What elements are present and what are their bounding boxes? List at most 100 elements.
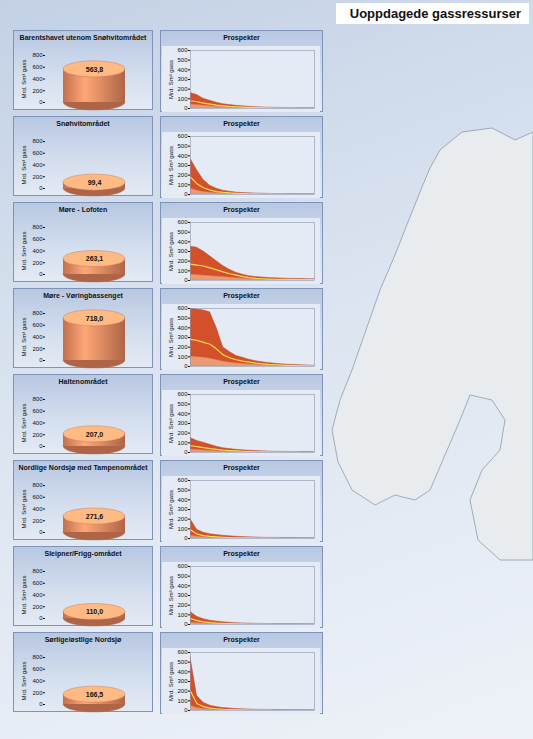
svg-text:400: 400 [32, 334, 43, 340]
svg-text:0: 0 [184, 105, 188, 111]
svg-text:Mrd. Sm³ gass: Mrd. Sm³ gass [168, 232, 174, 271]
svg-text:200: 200 [177, 344, 188, 350]
svg-text:100: 100 [177, 96, 188, 102]
svg-text:Mrd. Sm³ gass: Mrd. Sm³ gass [21, 231, 27, 270]
svg-text:0: 0 [39, 443, 43, 449]
svg-text:400: 400 [177, 153, 188, 159]
svg-text:600: 600 [32, 580, 43, 586]
svg-text:800: 800 [32, 52, 43, 58]
svg-text:0: 0 [39, 99, 43, 105]
svg-text:Mrd. Sm³ gass: Mrd. Sm³ gass [168, 662, 174, 701]
svg-text:600: 600 [32, 64, 43, 70]
svg-text:Mrd. Sm³ gass: Mrd. Sm³ gass [168, 576, 174, 615]
svg-text:400: 400 [32, 506, 43, 512]
svg-text:0: 0 [39, 357, 43, 363]
svg-text:200: 200 [177, 258, 188, 264]
svg-text:500: 500 [177, 487, 188, 493]
svg-text:Mrd. Sm³ gass: Mrd. Sm³ gass [21, 403, 27, 442]
svg-text:400: 400 [32, 592, 43, 598]
svg-text:200: 200 [177, 172, 188, 178]
svg-text:600: 600 [177, 133, 188, 139]
svg-text:Mrd. Sm³ gass: Mrd. Sm³ gass [168, 404, 174, 443]
svg-text:207,0: 207,0 [86, 431, 104, 439]
svg-text:200: 200 [32, 518, 43, 524]
svg-text:600: 600 [177, 305, 188, 311]
svg-text:300: 300 [177, 506, 188, 512]
svg-text:500: 500 [177, 57, 188, 63]
svg-text:400: 400 [32, 248, 43, 254]
svg-text:600: 600 [177, 649, 188, 655]
svg-text:600: 600 [32, 236, 43, 242]
svg-text:263,1: 263,1 [86, 255, 104, 263]
svg-text:600: 600 [32, 150, 43, 156]
svg-text:800: 800 [32, 568, 43, 574]
svg-text:0: 0 [184, 535, 188, 541]
svg-text:Mrd. Sm³ gass: Mrd. Sm³ gass [21, 489, 27, 528]
svg-text:Mrd. Sm³ gass: Mrd. Sm³ gass [168, 318, 174, 357]
svg-text:271,6: 271,6 [86, 513, 104, 521]
svg-text:0: 0 [39, 271, 43, 277]
svg-text:200: 200 [32, 260, 43, 266]
svg-text:Mrd. Sm³ gass: Mrd. Sm³ gass [168, 490, 174, 529]
svg-text:0: 0 [184, 621, 188, 627]
svg-text:100: 100 [177, 698, 188, 704]
svg-text:200: 200 [177, 688, 188, 694]
svg-text:Mrd. Sm³ gass: Mrd. Sm³ gass [21, 661, 27, 700]
svg-text:200: 200 [32, 346, 43, 352]
svg-text:100: 100 [177, 612, 188, 618]
svg-text:0: 0 [184, 363, 188, 369]
svg-text:166,5: 166,5 [86, 691, 104, 699]
svg-text:400: 400 [177, 497, 188, 503]
svg-text:400: 400 [177, 239, 188, 245]
svg-text:100: 100 [177, 182, 188, 188]
svg-text:Mrd. Sm³ gass: Mrd. Sm³ gass [168, 146, 174, 185]
svg-text:800: 800 [32, 138, 43, 144]
svg-text:563,8: 563,8 [86, 66, 104, 74]
svg-text:400: 400 [177, 325, 188, 331]
svg-text:800: 800 [32, 654, 43, 660]
svg-text:400: 400 [177, 669, 188, 675]
svg-text:200: 200 [177, 602, 188, 608]
svg-text:Mrd. Sm³ gass: Mrd. Sm³ gass [21, 59, 27, 98]
svg-text:500: 500 [177, 229, 188, 235]
svg-text:Mrd. Sm³ gass: Mrd. Sm³ gass [21, 145, 27, 184]
svg-text:400: 400 [177, 583, 188, 589]
svg-text:400: 400 [177, 67, 188, 73]
svg-text:0: 0 [39, 185, 43, 191]
svg-text:400: 400 [177, 411, 188, 417]
svg-text:100: 100 [177, 268, 188, 274]
svg-text:800: 800 [32, 396, 43, 402]
svg-text:200: 200 [177, 516, 188, 522]
svg-text:500: 500 [177, 573, 188, 579]
svg-text:200: 200 [32, 690, 43, 696]
svg-text:100: 100 [177, 354, 188, 360]
svg-text:200: 200 [177, 430, 188, 436]
svg-text:600: 600 [32, 408, 43, 414]
svg-text:0: 0 [39, 701, 43, 707]
svg-text:200: 200 [32, 432, 43, 438]
svg-text:300: 300 [177, 592, 188, 598]
svg-text:100: 100 [177, 440, 188, 446]
svg-text:500: 500 [177, 401, 188, 407]
svg-text:Mrd. Sm³ gass: Mrd. Sm³ gass [21, 575, 27, 614]
svg-text:0: 0 [184, 449, 188, 455]
svg-text:0: 0 [184, 277, 188, 283]
svg-text:Mrd. Sm³ gass: Mrd. Sm³ gass [168, 60, 174, 99]
svg-text:600: 600 [32, 494, 43, 500]
svg-text:300: 300 [177, 248, 188, 254]
svg-text:200: 200 [32, 88, 43, 94]
svg-text:200: 200 [32, 174, 43, 180]
svg-text:300: 300 [177, 162, 188, 168]
svg-text:400: 400 [32, 76, 43, 82]
svg-text:200: 200 [177, 86, 188, 92]
svg-text:99,4: 99,4 [88, 179, 102, 187]
svg-text:800: 800 [32, 310, 43, 316]
svg-text:100: 100 [177, 526, 188, 532]
svg-text:600: 600 [177, 391, 188, 397]
svg-text:500: 500 [177, 315, 188, 321]
svg-text:600: 600 [177, 47, 188, 53]
svg-text:200: 200 [32, 604, 43, 610]
svg-text:800: 800 [32, 482, 43, 488]
svg-text:0: 0 [184, 191, 188, 197]
svg-text:0: 0 [39, 529, 43, 535]
